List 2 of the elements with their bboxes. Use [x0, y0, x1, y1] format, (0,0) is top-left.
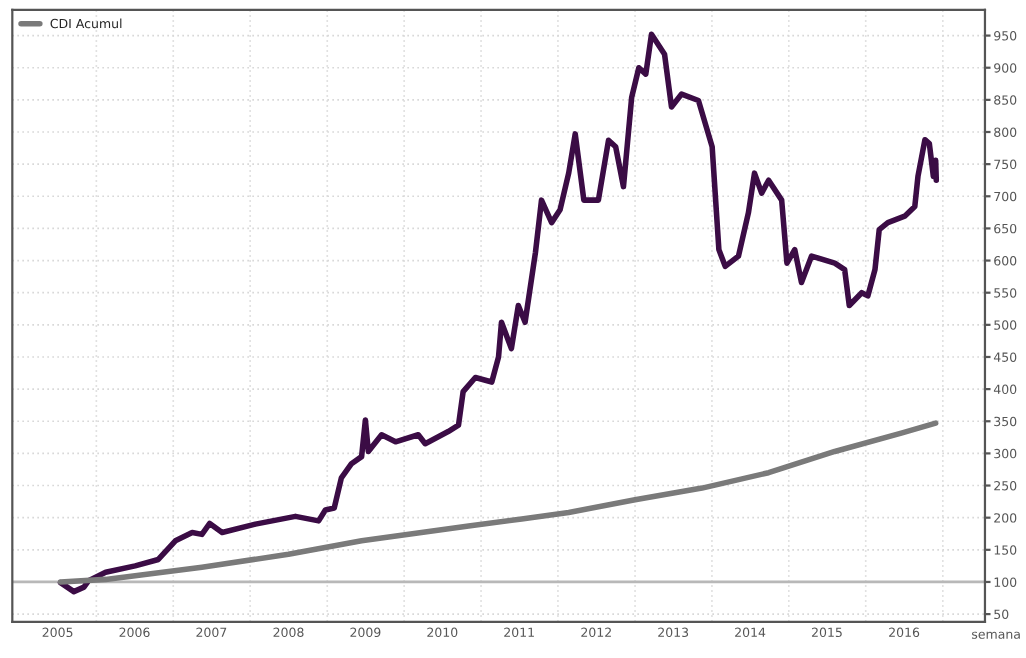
line-series	[57, 420, 939, 585]
line-series	[57, 31, 940, 595]
